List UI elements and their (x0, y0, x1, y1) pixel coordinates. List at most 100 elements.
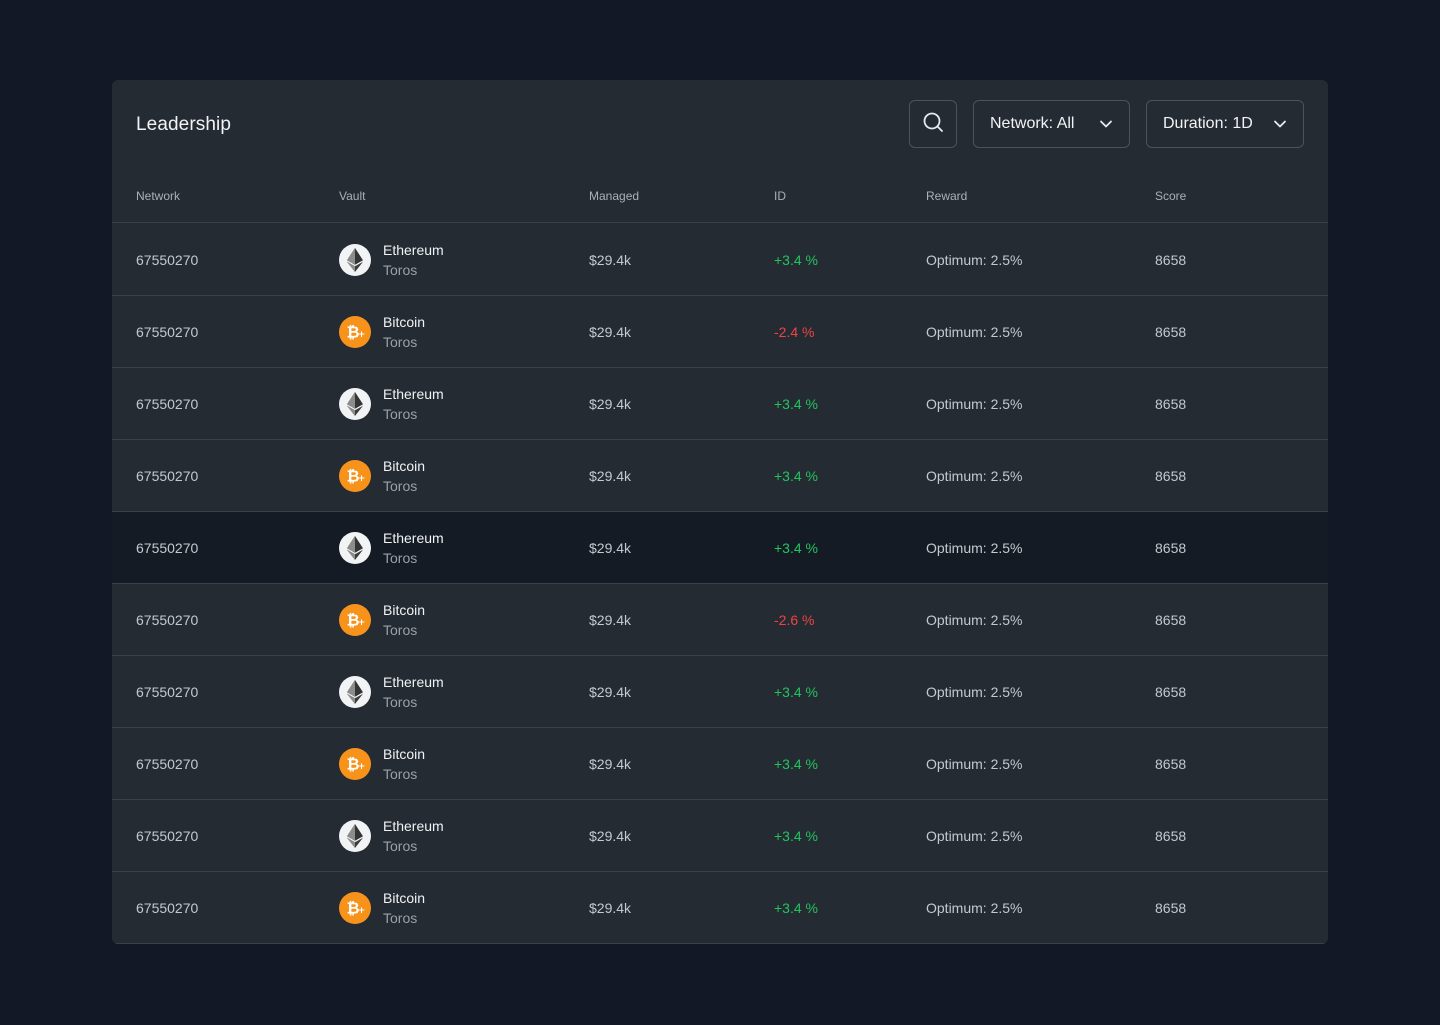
network-cell: 67550270 (136, 251, 199, 268)
change-cell: +3.4 % (774, 683, 818, 700)
change-cell: +3.4 % (774, 755, 818, 772)
table-body: 67550270 Ethereum Toros $29.4k +3.4 % Op… (112, 224, 1328, 944)
column-header-id[interactable]: ID (774, 189, 786, 203)
managed-cell: $29.4k (589, 683, 632, 700)
svg-text:+: + (358, 618, 366, 628)
network-cell: 67550270 (136, 323, 199, 340)
vault-name: Ethereum (383, 241, 444, 258)
ethereum-icon (339, 819, 371, 852)
table-row[interactable]: 67550270 Ethereum Toros $29.4k +3.4 % Op… (112, 224, 1328, 296)
network-cell: 67550270 (136, 755, 199, 772)
managed-cell: $29.4k (589, 755, 632, 772)
vault-cell: ₿ + Bitcoin Toros (339, 440, 425, 511)
network-cell: 67550270 (136, 611, 199, 628)
table-row[interactable]: 67550270 ₿ + Bitcoin Toros $29.4k -2.4 % … (112, 296, 1328, 368)
managed-cell: $29.4k (589, 395, 632, 412)
vault-name: Bitcoin (383, 601, 426, 618)
vault-cell: Ethereum Toros (339, 656, 444, 727)
change-cell: +3.4 % (774, 539, 818, 556)
search-button[interactable] (909, 100, 957, 148)
vault-name: Bitcoin (383, 889, 426, 906)
reward-cell: Optimum: 2.5% (926, 683, 1023, 700)
ethereum-icon (339, 243, 371, 276)
managed-cell: $29.4k (589, 539, 632, 556)
score-cell: 8658 (1155, 827, 1187, 844)
change-cell: -2.6 % (774, 611, 815, 628)
table-row[interactable]: 67550270 ₿ + Bitcoin Toros $29.4k +3.4 % … (112, 440, 1328, 512)
network-cell: 67550270 (136, 467, 199, 484)
leaderboard-card: Leadership Network: All Duration: 1D (112, 80, 1328, 944)
vault-provider: Toros (383, 837, 418, 854)
table-header: Network Vault Managed ID Reward Score (112, 176, 1328, 223)
network-filter-dropdown[interactable]: Network: All (973, 100, 1130, 148)
change-cell: +3.4 % (774, 899, 818, 916)
duration-filter-dropdown[interactable]: Duration: 1D (1146, 100, 1304, 148)
vault-provider: Toros (383, 621, 418, 638)
score-cell: 8658 (1155, 323, 1187, 340)
table-row[interactable]: 67550270 ₿ + Bitcoin Toros $29.4k -2.6 % … (112, 584, 1328, 656)
vault-name: Bitcoin (383, 313, 426, 330)
vault-name: Ethereum (383, 673, 444, 690)
chevron-down-icon (1099, 117, 1113, 131)
svg-text:+: + (358, 474, 366, 484)
score-cell: 8658 (1155, 899, 1187, 916)
reward-cell: Optimum: 2.5% (926, 755, 1023, 772)
table-row[interactable]: 67550270 ₿ + Bitcoin Toros $29.4k +3.4 % … (112, 872, 1328, 944)
column-header-vault[interactable]: Vault (339, 189, 366, 203)
change-cell: +3.4 % (774, 395, 818, 412)
vault-provider: Toros (383, 261, 418, 278)
managed-cell: $29.4k (589, 251, 632, 268)
svg-text:₿: ₿ (346, 322, 359, 341)
change-cell: +3.4 % (774, 827, 818, 844)
network-filter-label: Network: All (990, 115, 1075, 132)
vault-name: Ethereum (383, 385, 444, 402)
page-title: Leadership (136, 114, 232, 135)
reward-cell: Optimum: 2.5% (926, 323, 1023, 340)
ethereum-icon (339, 675, 371, 708)
vault-cell: ₿ + Bitcoin Toros (339, 584, 425, 655)
managed-cell: $29.4k (589, 323, 632, 340)
network-cell: 67550270 (136, 899, 199, 916)
table-row[interactable]: 67550270 Ethereum Toros $29.4k +3.4 % Op… (112, 656, 1328, 728)
vault-name: Bitcoin (383, 457, 426, 474)
column-header-score[interactable]: Score (1155, 189, 1187, 203)
search-icon (922, 111, 944, 138)
svg-text:₿: ₿ (346, 754, 359, 773)
score-cell: 8658 (1155, 467, 1187, 484)
bitcoin-icon: ₿ + (339, 315, 371, 348)
chevron-down-icon (1273, 117, 1287, 131)
table-row[interactable]: 67550270 ₿ + Bitcoin Toros $29.4k +3.4 % … (112, 728, 1328, 800)
score-cell: 8658 (1155, 395, 1187, 412)
vault-name: Ethereum (383, 529, 444, 546)
vault-provider: Toros (383, 477, 418, 494)
managed-cell: $29.4k (589, 467, 632, 484)
vault-name: Ethereum (383, 817, 444, 834)
reward-cell: Optimum: 2.5% (926, 467, 1023, 484)
vault-provider: Toros (383, 549, 418, 566)
vault-cell: ₿ + Bitcoin Toros (339, 296, 425, 367)
reward-cell: Optimum: 2.5% (926, 395, 1023, 412)
reward-cell: Optimum: 2.5% (926, 899, 1023, 916)
vault-cell: ₿ + Bitcoin Toros (339, 728, 425, 799)
table-row[interactable]: 67550270 Ethereum Toros $29.4k +3.4 % Op… (112, 368, 1328, 440)
vault-provider: Toros (383, 693, 418, 710)
bitcoin-icon: ₿ + (339, 747, 371, 780)
vault-provider: Toros (383, 333, 418, 350)
table-row[interactable]: 67550270 Ethereum Toros $29.4k +3.4 % Op… (112, 800, 1328, 872)
table-row[interactable]: 67550270 Ethereum Toros $29.4k +3.4 % Op… (112, 512, 1328, 584)
score-cell: 8658 (1155, 251, 1187, 268)
vault-cell: Ethereum Toros (339, 368, 444, 439)
managed-cell: $29.4k (589, 827, 632, 844)
score-cell: 8658 (1155, 539, 1187, 556)
svg-text:₿: ₿ (346, 898, 359, 917)
card-header: Leadership Network: All Duration: 1D (112, 80, 1328, 176)
vault-provider: Toros (383, 909, 418, 926)
column-header-network[interactable]: Network (136, 189, 181, 203)
reward-cell: Optimum: 2.5% (926, 539, 1023, 556)
score-cell: 8658 (1155, 683, 1187, 700)
vault-provider: Toros (383, 765, 418, 782)
column-header-reward[interactable]: Reward (926, 189, 968, 203)
vault-cell: Ethereum Toros (339, 800, 444, 871)
column-header-managed[interactable]: Managed (589, 189, 640, 203)
change-cell: +3.4 % (774, 467, 818, 484)
